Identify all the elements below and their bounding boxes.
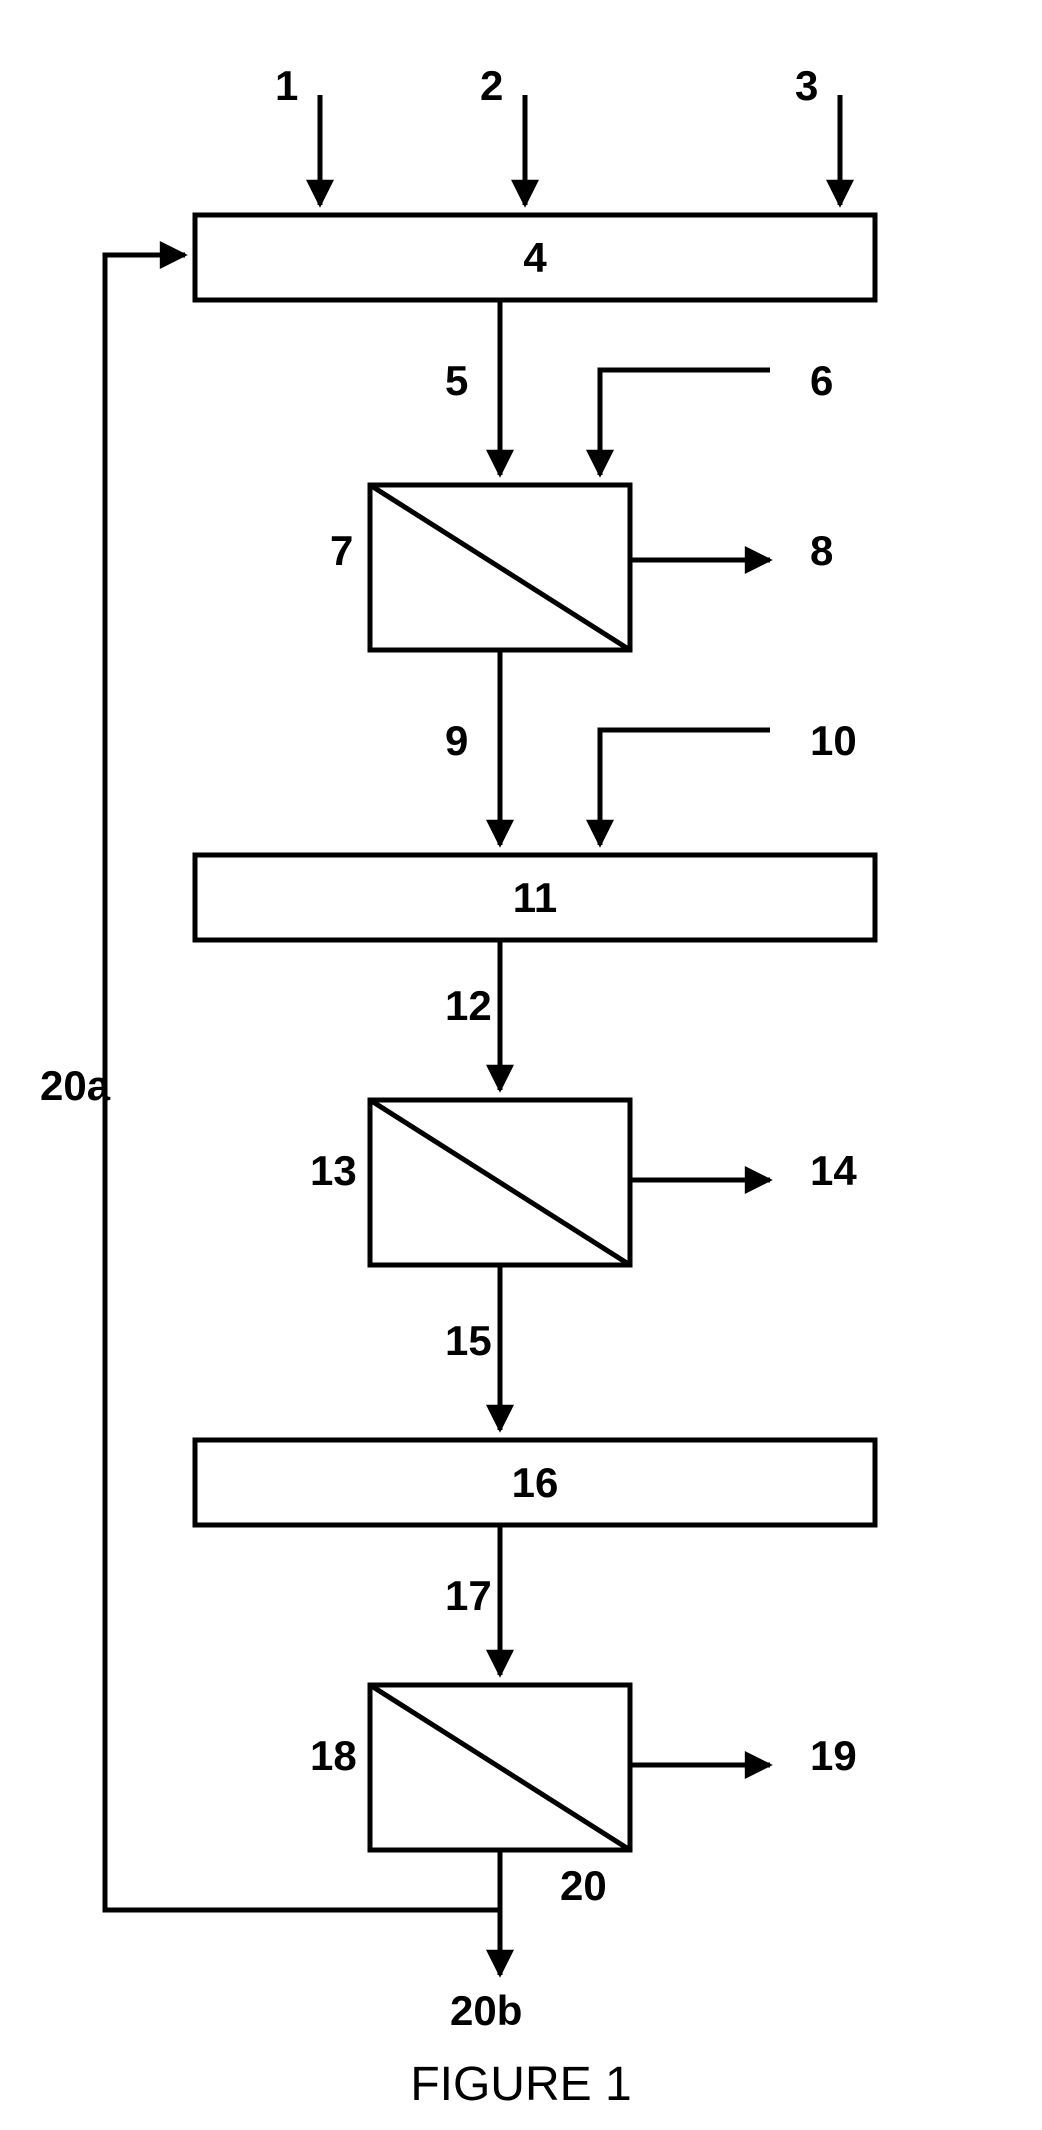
arrow-a10 — [600, 730, 770, 845]
box-7 — [370, 485, 630, 650]
box-4: 4 — [195, 215, 875, 300]
label-6: 6 — [810, 357, 833, 404]
label-9: 9 — [445, 717, 468, 764]
label-19: 19 — [810, 1732, 857, 1779]
label-20b: 20b — [450, 1987, 522, 2034]
box-label-16: 16 — [512, 1459, 559, 1506]
label-20a: 20a — [40, 1062, 111, 1109]
label-18: 18 — [310, 1732, 357, 1779]
box-13 — [370, 1100, 630, 1265]
box-label-4: 4 — [523, 234, 547, 281]
label-10: 10 — [810, 717, 857, 764]
label-2: 2 — [480, 62, 503, 109]
label-8: 8 — [810, 527, 833, 574]
arrow-a6 — [600, 370, 770, 475]
label-17: 17 — [445, 1572, 492, 1619]
box-label-11: 11 — [513, 874, 557, 921]
figure-caption: FIGURE 1 — [410, 2058, 631, 2111]
label-13: 13 — [310, 1147, 357, 1194]
label-14: 14 — [810, 1147, 857, 1194]
label-15: 15 — [445, 1317, 492, 1364]
label-3: 3 — [795, 62, 818, 109]
label-12: 12 — [445, 982, 492, 1029]
label-7: 7 — [330, 527, 353, 574]
box-18 — [370, 1685, 630, 1850]
label-5: 5 — [445, 357, 468, 404]
box-11: 11 — [195, 855, 875, 940]
label-1: 1 — [275, 62, 298, 109]
label-20: 20 — [560, 1862, 607, 1909]
box-16: 16 — [195, 1440, 875, 1525]
